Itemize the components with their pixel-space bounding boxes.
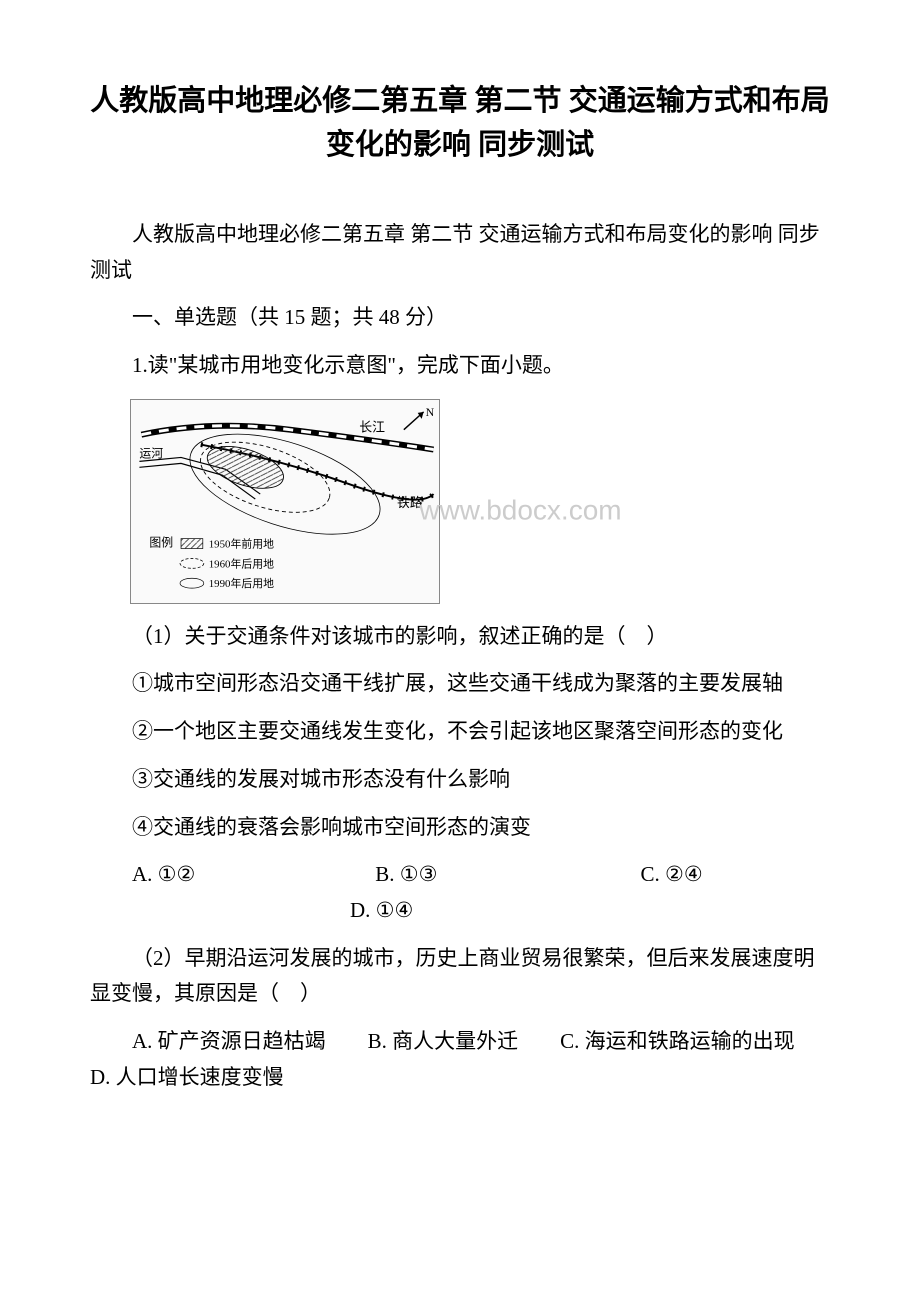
question-1-1-option-3: ③交通线的发展对城市形态没有什么影响 — [90, 762, 830, 798]
question-1-1-option-1: ①城市空间形态沿交通干线扩展，这些交通干线成为聚落的主要发展轴 — [90, 666, 830, 702]
map-figure: N 长江 运河 铁路 — [130, 399, 440, 604]
choice-b: B. ①③ — [375, 857, 635, 893]
map-svg: N 长江 运河 铁路 — [131, 400, 439, 603]
svg-text:铁路: 铁路 — [397, 495, 423, 510]
svg-text:1950年前用地: 1950年前用地 — [209, 536, 274, 550]
watermark: www.bdocx.com — [419, 495, 621, 527]
north-arrow: N — [404, 405, 435, 430]
question-1-1-option-2: ②一个地区主要交通线发生变化，不会引起该地区聚落空间形态的变化 — [90, 714, 830, 750]
svg-text:1960年后用地: 1960年后用地 — [209, 556, 274, 570]
intro-text: 人教版高中地理必修二第五章 第二节 交通运输方式和布局变化的影响 同步测试 — [90, 217, 830, 288]
svg-text:1990年后用地: 1990年后用地 — [209, 576, 274, 590]
changjiang-river: 长江 — [141, 420, 433, 449]
question-1-2-stem: （2）早期沿运河发展的城市，历史上商业贸易很繁荣，但后来发展速度明显变慢，其原因… — [90, 941, 830, 1012]
document-title: 人教版高中地理必修二第五章 第二节 交通运输方式和布局变化的影响 同步测试 — [90, 80, 830, 167]
question-1-1-choices: A. ①② B. ①③ C. ②④ D. ①④ — [90, 857, 830, 928]
question-1-2-choices: A. 矿产资源日趋枯竭 B. 商人大量外迁 C. 海运和铁路运输的出现 D. 人… — [90, 1024, 830, 1095]
section-heading: 一、单选题（共 15 题；共 48 分） — [90, 300, 830, 336]
svg-text:图例: 图例 — [149, 535, 173, 549]
svg-text:N: N — [426, 405, 435, 419]
choice-c: C. ②④ — [641, 857, 721, 893]
figure-container: N 长江 运河 铁路 — [130, 399, 830, 604]
area-1990 — [178, 414, 392, 554]
svg-text:长江: 长江 — [359, 420, 385, 434]
question-1-1-stem: （1）关于交通条件对该城市的影响，叙述正确的是（ ） — [90, 619, 830, 655]
question-1-1-option-4: ④交通线的衰落会影响城市空间形态的演变 — [90, 810, 830, 846]
svg-text:运河: 运河 — [139, 446, 163, 460]
choice-d: D. ①④ — [350, 893, 610, 929]
question-1-stem: 1.读"某城市用地变化示意图"，完成下面小题。 — [90, 348, 830, 384]
choice-a: A. ①② — [90, 857, 370, 893]
legend: 图例 1950年前用地 1960年后用地 1990年后用地 — [149, 535, 274, 590]
